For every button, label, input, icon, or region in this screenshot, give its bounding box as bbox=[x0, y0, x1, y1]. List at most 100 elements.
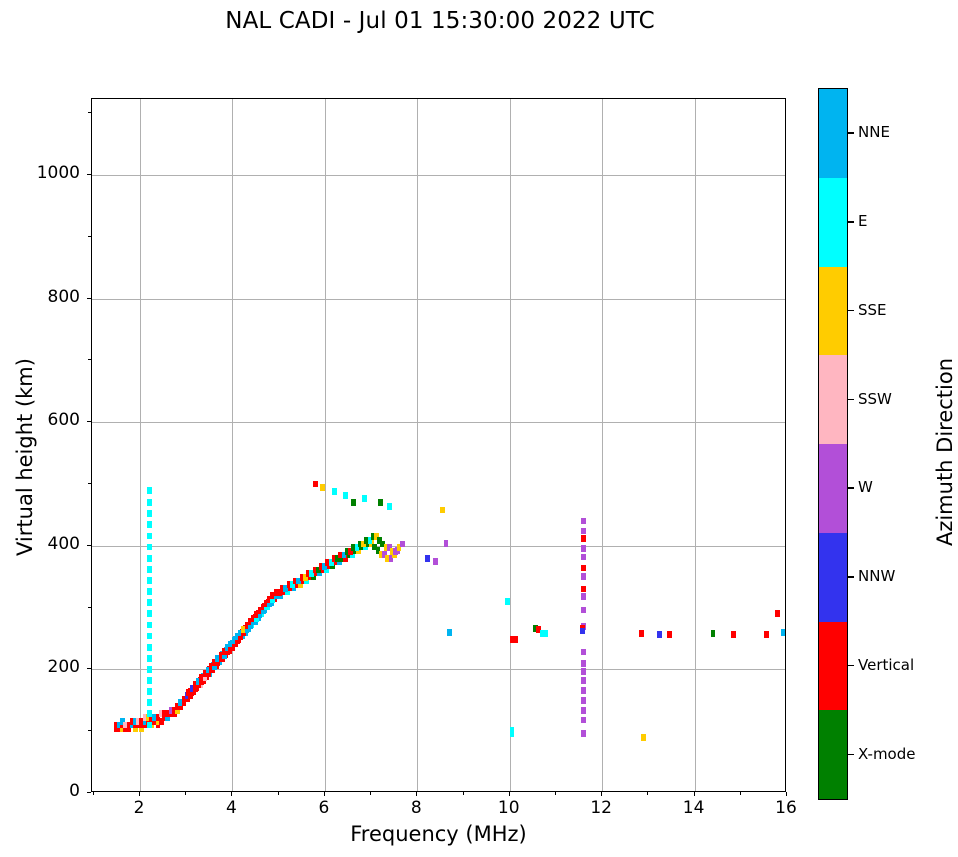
echo-marker bbox=[254, 611, 260, 618]
echo-marker bbox=[509, 636, 515, 644]
x-minor-tick bbox=[185, 792, 187, 795]
echo-marker bbox=[146, 677, 152, 684]
echo-marker bbox=[129, 717, 135, 725]
echo-marker bbox=[146, 499, 152, 506]
echo-marker bbox=[165, 714, 171, 721]
echo-marker bbox=[641, 733, 647, 741]
echo-marker bbox=[181, 695, 187, 703]
echo-marker bbox=[373, 533, 379, 540]
echo-marker bbox=[273, 592, 279, 600]
colorbar-band-nne bbox=[819, 89, 847, 178]
echo-marker bbox=[399, 540, 405, 548]
echo-marker bbox=[433, 558, 439, 566]
colorbar-tick bbox=[847, 132, 854, 134]
echo-marker bbox=[196, 681, 201, 689]
echo-marker bbox=[370, 533, 376, 540]
echo-marker bbox=[276, 588, 282, 596]
x-tick-label: 16 bbox=[775, 798, 797, 818]
y-tick-label: 0 bbox=[69, 781, 80, 801]
grid-line-horizontal bbox=[92, 422, 785, 423]
echo-marker bbox=[116, 721, 122, 729]
y-tick-label: 200 bbox=[47, 657, 80, 678]
echo-marker bbox=[247, 622, 253, 629]
echo-marker bbox=[581, 544, 587, 552]
x-tick bbox=[693, 792, 695, 796]
echo-marker bbox=[175, 706, 180, 714]
echo-marker bbox=[581, 534, 587, 542]
grid-line-horizontal bbox=[92, 669, 785, 670]
echo-marker bbox=[145, 714, 151, 721]
y-axis-label: Virtual height (km) bbox=[13, 358, 37, 556]
echo-marker bbox=[247, 618, 253, 626]
echo-marker bbox=[286, 581, 292, 589]
x-tick bbox=[601, 792, 603, 796]
echo-marker bbox=[228, 640, 234, 648]
echo-marker bbox=[238, 629, 243, 637]
grid-line-horizontal bbox=[92, 546, 785, 547]
grid-line-horizontal bbox=[92, 175, 785, 176]
echo-marker bbox=[152, 717, 158, 725]
echo-marker bbox=[142, 714, 148, 721]
echo-marker bbox=[306, 570, 311, 577]
echo-marker bbox=[351, 544, 357, 552]
echo-marker bbox=[126, 725, 132, 733]
echo-marker bbox=[146, 643, 152, 651]
echo-marker bbox=[189, 685, 195, 692]
colorbar-tick bbox=[847, 576, 854, 578]
y-tick bbox=[87, 668, 91, 670]
echo-marker bbox=[142, 721, 148, 729]
echo-marker bbox=[343, 491, 349, 499]
echo-marker bbox=[581, 706, 587, 714]
echo-marker bbox=[113, 725, 119, 733]
x-tick-label: 14 bbox=[682, 798, 705, 818]
echo-marker bbox=[155, 714, 161, 721]
echo-marker bbox=[309, 570, 315, 577]
colorbar-tick bbox=[847, 753, 854, 756]
echo-marker bbox=[218, 655, 224, 663]
grid-line-vertical bbox=[695, 99, 696, 791]
echo-marker bbox=[209, 662, 214, 670]
echo-marker bbox=[312, 566, 318, 574]
echo-marker bbox=[775, 610, 781, 618]
echo-marker bbox=[341, 551, 347, 559]
echo-marker bbox=[383, 544, 389, 552]
echo-marker bbox=[146, 588, 152, 595]
echo-marker bbox=[443, 539, 449, 547]
echo-marker bbox=[348, 547, 353, 555]
echo-marker bbox=[302, 573, 308, 581]
echo-marker bbox=[581, 553, 587, 561]
echo-marker bbox=[241, 629, 247, 637]
echo-marker bbox=[581, 659, 587, 667]
echo-marker bbox=[209, 666, 214, 674]
echo-marker bbox=[331, 488, 337, 495]
x-tick bbox=[508, 792, 510, 796]
echo-marker bbox=[390, 547, 395, 555]
echo-marker bbox=[299, 573, 305, 581]
echo-marker bbox=[581, 716, 587, 724]
echo-marker bbox=[351, 499, 356, 506]
colorbar-band-sse bbox=[819, 266, 847, 356]
echo-marker bbox=[199, 674, 205, 681]
plot-area bbox=[91, 98, 786, 792]
colorbar-tick bbox=[847, 398, 854, 401]
colorbar-label-nnw: NNW bbox=[858, 567, 896, 586]
echo-marker bbox=[146, 610, 152, 618]
echo-marker bbox=[146, 688, 152, 696]
echo-marker bbox=[244, 625, 250, 633]
echo-marker bbox=[234, 636, 240, 644]
echo-marker bbox=[260, 603, 266, 611]
colorbar-band-e bbox=[819, 177, 847, 267]
y-minor-tick bbox=[88, 606, 91, 608]
echo-marker bbox=[171, 706, 177, 714]
echo-marker bbox=[146, 599, 152, 607]
echo-marker bbox=[133, 721, 138, 729]
echo-marker bbox=[152, 714, 158, 721]
echo-marker bbox=[357, 540, 363, 548]
x-minor-tick bbox=[92, 792, 94, 795]
echo-marker bbox=[280, 585, 286, 592]
y-tick bbox=[87, 297, 91, 299]
echo-marker bbox=[146, 486, 152, 494]
x-tick-label: 2 bbox=[133, 798, 145, 818]
echo-marker bbox=[581, 517, 587, 525]
x-minor-tick bbox=[462, 792, 464, 795]
